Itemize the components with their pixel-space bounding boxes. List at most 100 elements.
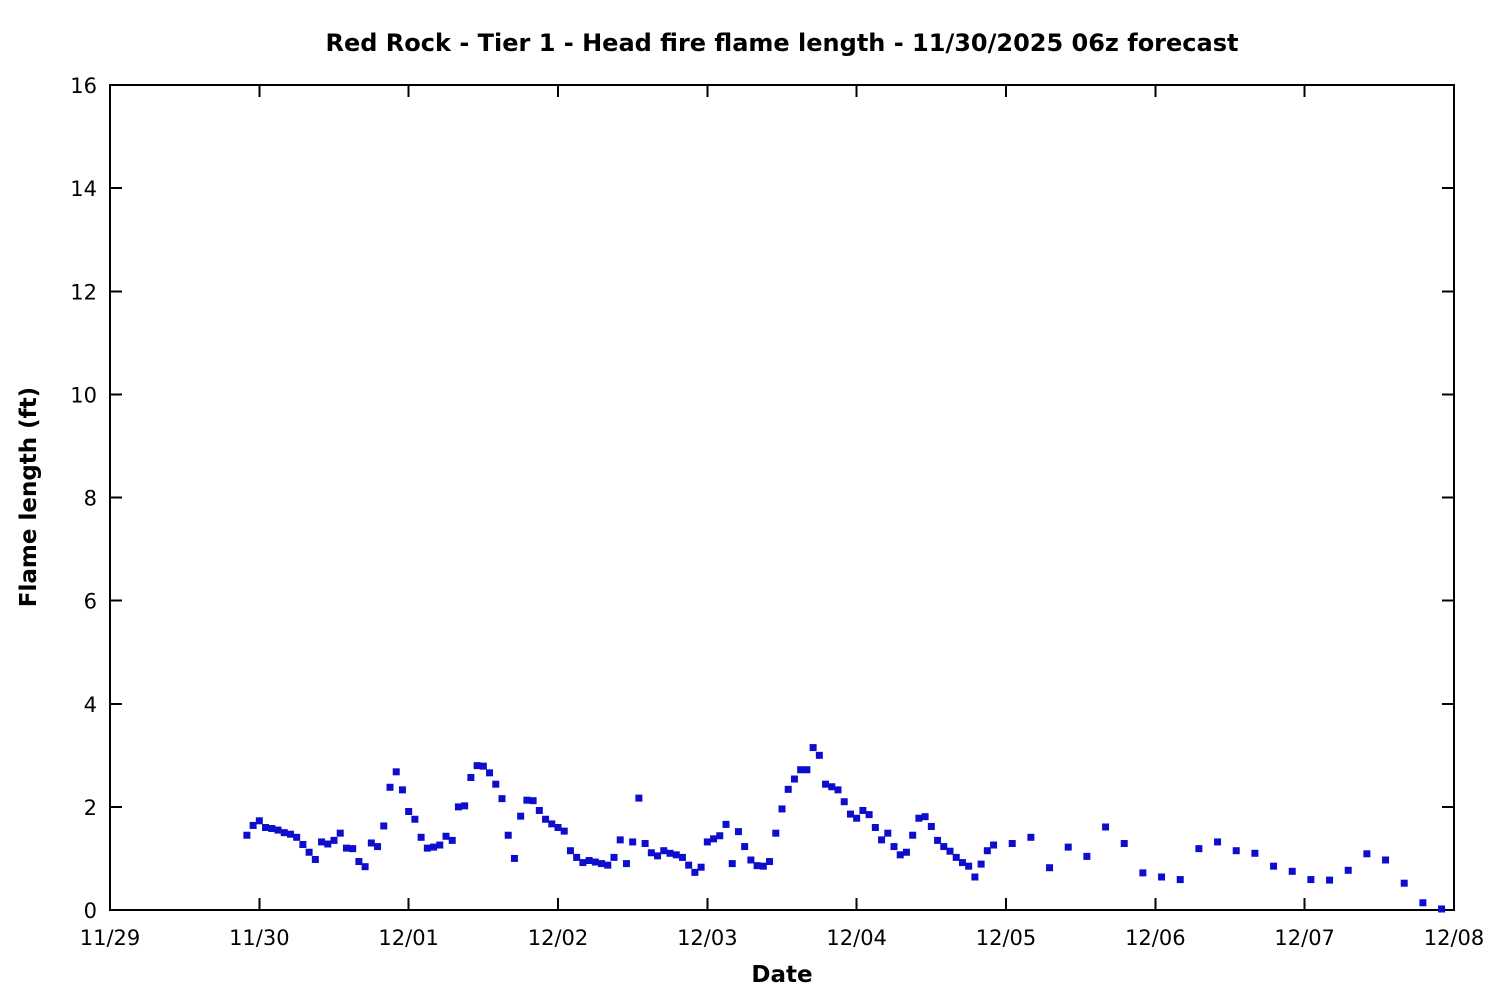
data-point <box>542 815 550 823</box>
data-point <box>374 843 382 851</box>
data-point <box>255 817 263 825</box>
data-point <box>486 769 494 777</box>
data-point <box>641 839 649 847</box>
data-point <box>846 810 854 818</box>
data-point <box>629 838 637 846</box>
x-tick-label: 12/04 <box>826 926 887 950</box>
data-point <box>1027 833 1035 841</box>
data-point <box>535 806 543 814</box>
data-point <box>772 829 780 837</box>
data-point <box>467 773 475 781</box>
data-point <box>448 836 456 844</box>
data-point <box>1270 862 1278 870</box>
data-point <box>498 795 506 803</box>
data-point <box>790 775 798 783</box>
data-point <box>759 862 767 870</box>
data-point <box>243 831 251 839</box>
data-point <box>461 802 469 810</box>
y-tick-label: 2 <box>84 796 97 820</box>
data-point <box>318 838 326 846</box>
x-tick-label: 12/05 <box>976 926 1037 950</box>
data-point <box>1326 876 1334 884</box>
data-point <box>1251 849 1259 857</box>
data-point <box>262 824 270 831</box>
data-point <box>697 863 705 871</box>
data-point <box>579 859 587 867</box>
data-point <box>417 833 425 841</box>
data-point <box>728 860 736 868</box>
data-point <box>710 835 718 843</box>
data-point <box>1307 876 1315 884</box>
data-point <box>741 843 749 851</box>
data-point <box>1008 839 1016 847</box>
x-tick-label: 12/02 <box>528 926 589 950</box>
data-point <box>1288 867 1296 875</box>
data-point <box>510 854 518 862</box>
data-point <box>311 855 319 863</box>
data-point <box>865 811 873 819</box>
x-tick-label: 11/29 <box>80 926 141 950</box>
y-tick-label: 10 <box>70 383 97 407</box>
data-point <box>1363 850 1371 858</box>
data-point <box>809 744 817 752</box>
data-point <box>896 851 904 859</box>
data-point <box>884 829 892 837</box>
data-point <box>840 798 848 806</box>
data-point <box>647 849 655 857</box>
data-point <box>411 815 419 823</box>
data-point <box>909 831 917 839</box>
data-point <box>349 845 357 853</box>
data-point <box>1382 856 1390 864</box>
y-axis-label: Flame length (ft) <box>16 386 42 608</box>
data-point <box>958 859 966 867</box>
data-point <box>573 853 581 861</box>
data-point <box>367 839 375 847</box>
data-point <box>355 858 363 866</box>
data-point <box>654 852 662 860</box>
data-point <box>977 860 985 868</box>
data-point <box>479 762 487 770</box>
x-tick-label: 12/03 <box>677 926 738 950</box>
data-point <box>1120 839 1128 847</box>
data-point <box>454 803 462 811</box>
data-point <box>859 806 867 814</box>
data-point <box>405 808 413 816</box>
data-point <box>299 841 307 849</box>
data-point <box>990 841 998 849</box>
data-point <box>342 844 350 852</box>
data-point <box>473 762 481 770</box>
data-point <box>1195 845 1203 853</box>
data-point <box>361 863 369 871</box>
data-point <box>1102 823 1110 831</box>
data-point <box>927 822 935 830</box>
data-point <box>1438 905 1446 913</box>
data-point <box>734 828 742 836</box>
data-point <box>934 836 942 844</box>
data-point <box>921 813 929 821</box>
data-point <box>1083 852 1091 860</box>
data-point <box>878 836 886 844</box>
plot-border <box>109 84 1455 911</box>
data-point <box>504 831 512 839</box>
data-point <box>380 822 388 830</box>
x-tick-label: 12/01 <box>378 926 439 950</box>
data-point <box>1232 847 1240 855</box>
x-axis-label: Date <box>751 962 813 988</box>
data-point <box>442 832 450 840</box>
data-point <box>293 833 301 841</box>
data-point <box>952 853 960 861</box>
data-point <box>1046 864 1054 872</box>
data-point <box>492 780 500 788</box>
data-point <box>268 825 276 833</box>
data-point <box>871 824 879 831</box>
data-point <box>691 868 699 876</box>
data-point <box>890 843 898 851</box>
data-point <box>554 824 562 831</box>
data-point <box>430 843 438 851</box>
data-point <box>280 829 288 837</box>
data-point <box>971 873 979 881</box>
data-point <box>386 783 394 791</box>
data-point <box>274 826 282 834</box>
data-point <box>566 847 574 855</box>
data-point <box>1419 899 1427 907</box>
